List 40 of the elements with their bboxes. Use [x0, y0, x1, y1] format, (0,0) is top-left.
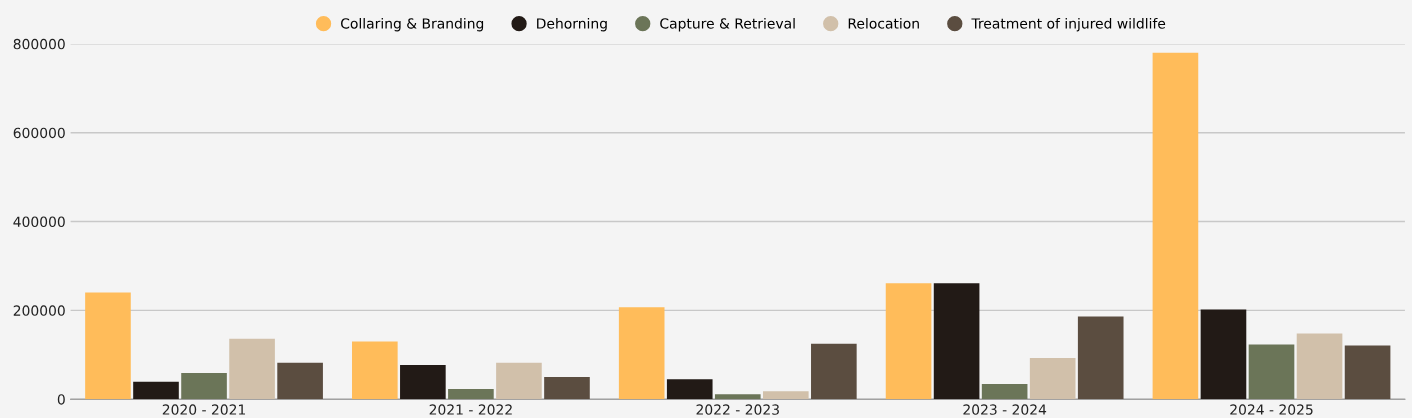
- x-tick-label: 2021 - 2022: [429, 404, 512, 415]
- bar: [811, 343, 857, 400]
- bar: [1248, 344, 1295, 400]
- bar: [400, 364, 446, 400]
- bar: [496, 362, 542, 400]
- bar: [352, 341, 398, 400]
- bar: [618, 307, 665, 400]
- bar: [933, 283, 980, 400]
- bar: [1029, 357, 1076, 400]
- y-tick-label: 800000: [13, 38, 65, 50]
- legend-label: Dehorning: [537, 17, 607, 32]
- bar: [277, 362, 323, 400]
- bar: [85, 292, 131, 400]
- y-tick-label: 600000: [13, 127, 65, 139]
- bar: [1344, 345, 1391, 400]
- legend-label: Capture & Retrieval: [660, 17, 795, 32]
- bar: [1200, 309, 1247, 400]
- y-tick-label: 0: [57, 394, 65, 405]
- x-tick-label: 2020 - 2021: [162, 404, 246, 415]
- bar: [981, 384, 1028, 400]
- legend-label: Treatment of injured wildlife: [971, 17, 1166, 32]
- bar: [666, 379, 713, 400]
- y-tick-label: 400000: [13, 216, 65, 228]
- y-tick-label: 200000: [13, 305, 65, 316]
- x-tick-label: 2024 - 2025: [1230, 404, 1313, 415]
- bar: [1296, 333, 1343, 400]
- x-tick-label: 2023 - 2024: [963, 404, 1047, 415]
- bar: [1152, 52, 1199, 400]
- bar: [229, 338, 275, 400]
- legend-label: Collaring & Branding: [341, 17, 484, 32]
- bar: [885, 283, 932, 400]
- bar: [714, 394, 761, 400]
- bar: [544, 376, 590, 400]
- bar: [1077, 316, 1124, 400]
- x-tick-label: 2022 - 2023: [696, 404, 779, 415]
- bar: [181, 372, 227, 400]
- bar: [762, 391, 809, 400]
- bar: [133, 381, 179, 400]
- bar: [448, 388, 494, 400]
- legend-label: Relocation: [848, 17, 919, 29]
